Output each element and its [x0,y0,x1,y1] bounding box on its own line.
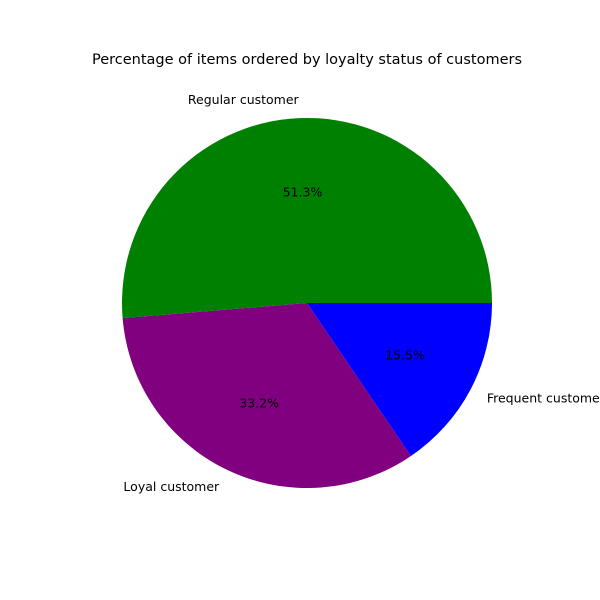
percent-label-loyal-customer: 33.2% [239,396,279,411]
category-labels: Regular customer Loyal customer Frequent c… [123,92,600,494]
category-label-regular-customer: Regular customer [188,92,300,107]
pie-slice-regular-customer [122,117,492,319]
category-label-frequent-customer: Frequent customer [487,391,600,406]
chart-title: Percentage of items ordered by loyalty s… [92,52,522,68]
percent-labels: 51.3% 33.2% 15.5% [239,185,425,411]
pie-slice-frequent-customer [307,303,492,457]
percent-label-regular-customer: 51.3% [283,185,323,200]
pie-slices [122,117,492,489]
category-label-loyal-customer: Loyal customer [123,479,220,494]
pie-slice-loyal-customer [122,303,411,489]
percent-label-frequent-customer: 15.5% [385,347,425,362]
